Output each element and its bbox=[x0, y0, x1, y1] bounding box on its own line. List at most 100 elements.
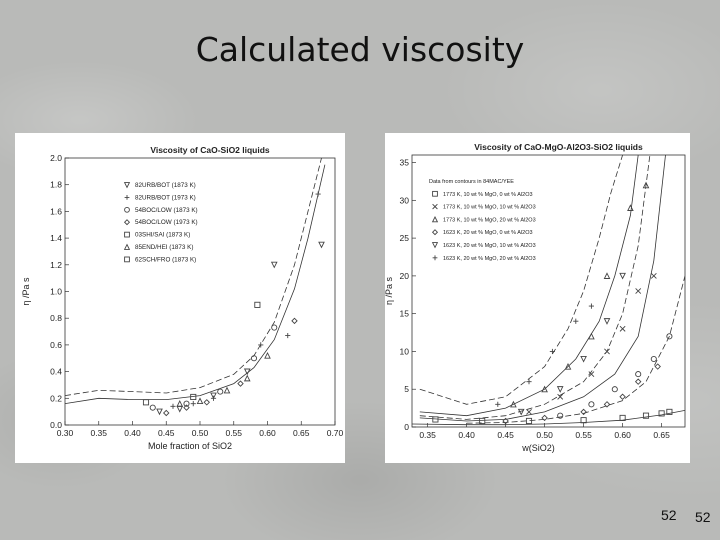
legend-marker-x bbox=[432, 203, 438, 210]
chart-title: Viscosity of CaO-SiO2 liquids bbox=[150, 145, 270, 155]
legend-label: 1773 K, 10 wt % MgO, 0 wt % Al2O3 bbox=[443, 192, 533, 198]
legend-label: 62SCH/FRO (1873 K) bbox=[135, 256, 196, 263]
page-number: 52 bbox=[661, 507, 677, 523]
y-tick-label: 0.4 bbox=[50, 367, 62, 377]
data-point-triangle-down bbox=[517, 408, 525, 416]
data-point-triangle bbox=[627, 204, 634, 211]
y-tick-label: 0 bbox=[404, 422, 409, 432]
legend-label: 03SHI/SAI (1873 K) bbox=[135, 232, 190, 239]
data-point-circle bbox=[588, 401, 595, 408]
data-point-plus bbox=[573, 318, 579, 324]
legend-marker-square bbox=[432, 190, 438, 197]
page-number-secondary: 52 bbox=[695, 509, 711, 525]
data-point-triangle-down bbox=[619, 272, 626, 280]
data-point-circle bbox=[650, 355, 657, 363]
y-tick-label: 0.2 bbox=[50, 393, 62, 403]
data-point-x bbox=[604, 348, 610, 355]
x-tick-label: 0.60 bbox=[614, 430, 631, 440]
data-point-circle bbox=[149, 404, 156, 411]
slide-title: Calculated viscosity bbox=[195, 30, 525, 69]
x-tick-label: 0.40 bbox=[458, 430, 475, 440]
y-tick-label: 0.6 bbox=[50, 340, 62, 350]
data-points bbox=[432, 181, 673, 425]
chart-panel-cao-mgo-al2o3-sio2: Viscosity of CaO-MgO-Al2O3-SiO2 liquids 0… bbox=[384, 133, 690, 463]
legend-marker-triangle bbox=[123, 243, 131, 250]
legend-label: 54BOC/LOW (1873 K) bbox=[135, 207, 198, 214]
data-point-diamond bbox=[541, 414, 548, 422]
y-tick-label: 1.6 bbox=[50, 206, 62, 216]
data-point-square bbox=[254, 301, 261, 308]
data-point-triangle-down bbox=[156, 408, 163, 416]
data-point-circle bbox=[557, 412, 564, 419]
legend-label: 82URB/BOT (1873 K) bbox=[135, 182, 196, 189]
model-curve-6 bbox=[412, 410, 685, 426]
y-tick-label: 35 bbox=[400, 158, 410, 168]
data-point-circle bbox=[666, 333, 673, 340]
model-curve-3 bbox=[419, 155, 651, 420]
x-tick-label: 0.55 bbox=[575, 430, 592, 440]
x-axis-label: w(SiO2) bbox=[521, 443, 555, 453]
x-tick-label: 0.65 bbox=[653, 430, 670, 440]
legend-marker-circle bbox=[124, 206, 130, 213]
legend: Data from contours in 84MAC/YEE 1773 K, 1… bbox=[429, 179, 536, 262]
data-point-diamond bbox=[237, 380, 244, 387]
data-point-x bbox=[650, 272, 657, 279]
data-point-triangle-down bbox=[603, 318, 611, 325]
data-point-plus bbox=[549, 348, 555, 355]
y-tick-label: 1.2 bbox=[50, 260, 62, 270]
data-point-circle bbox=[271, 324, 278, 331]
data-point-triangle bbox=[243, 374, 251, 382]
x-tick-label: 0.40 bbox=[124, 428, 141, 438]
data-point-square bbox=[479, 417, 486, 425]
model-curve-5 bbox=[466, 275, 685, 424]
data-point-plus bbox=[210, 395, 217, 401]
data-point-plus bbox=[285, 332, 291, 339]
data-point-plus bbox=[170, 403, 176, 409]
legend-marker-square bbox=[124, 256, 130, 263]
x-tick-label: 0.60 bbox=[259, 428, 276, 438]
legend-marker-triangle-down bbox=[431, 242, 439, 249]
data-point-triangle-down bbox=[318, 241, 325, 249]
data-point-square bbox=[666, 408, 673, 415]
data-point-diamond bbox=[634, 378, 642, 385]
data-point-square bbox=[580, 417, 587, 424]
plot-frame bbox=[411, 154, 686, 428]
x-tick-label: 0.55 bbox=[225, 428, 242, 438]
data-point-triangle-down bbox=[176, 405, 184, 413]
y-axis-label: η /Pa s bbox=[385, 276, 394, 305]
data-point-triangle-down bbox=[556, 386, 564, 393]
data-point-square bbox=[658, 410, 665, 417]
data-point-square bbox=[642, 412, 650, 419]
x-tick-label: 0.70 bbox=[327, 428, 344, 438]
data-point-circle bbox=[250, 355, 258, 362]
legend-marker-diamond bbox=[431, 229, 439, 236]
data-point-triangle bbox=[603, 272, 611, 279]
legend-marker-triangle bbox=[431, 215, 439, 223]
y-tick-label: 10 bbox=[400, 346, 410, 356]
data-point-square bbox=[142, 399, 150, 406]
legend-label: 1623 K, 20 wt % MgO, 10 wt % Al2O3 bbox=[443, 243, 536, 249]
data-point-triangle bbox=[176, 400, 184, 407]
data-point-plus bbox=[495, 401, 501, 407]
y-tick-label: 0.8 bbox=[50, 313, 62, 323]
y-tick-label: 1.4 bbox=[50, 233, 62, 243]
data-point-triangle-down bbox=[243, 368, 251, 376]
data-point-square bbox=[619, 414, 626, 421]
chart-title: Viscosity of CaO-MgO-Al2O3-SiO2 liquids bbox=[474, 142, 643, 152]
y-tick-label: 20 bbox=[400, 271, 410, 281]
y-axis-label: η /Pa s bbox=[21, 277, 31, 306]
x-axis-label: Mole fraction of SiO2 bbox=[148, 441, 232, 451]
y-tick-label: 2.0 bbox=[50, 153, 62, 163]
curves bbox=[65, 158, 326, 404]
x-tick-label: 0.30 bbox=[57, 428, 74, 438]
data-point-circle bbox=[611, 386, 618, 393]
legend-marker-triangle-down bbox=[123, 182, 131, 189]
data-point-plus bbox=[315, 191, 321, 197]
data-point-diamond bbox=[291, 317, 298, 325]
x-tick-label: 0.50 bbox=[536, 430, 553, 440]
legend-label: 82URB/BOT (1973 K) bbox=[135, 194, 196, 201]
data-point-triangle bbox=[264, 351, 271, 359]
data-point-x bbox=[557, 393, 564, 400]
data-point-triangle-down bbox=[580, 355, 587, 363]
model-curve-2 bbox=[65, 164, 326, 404]
